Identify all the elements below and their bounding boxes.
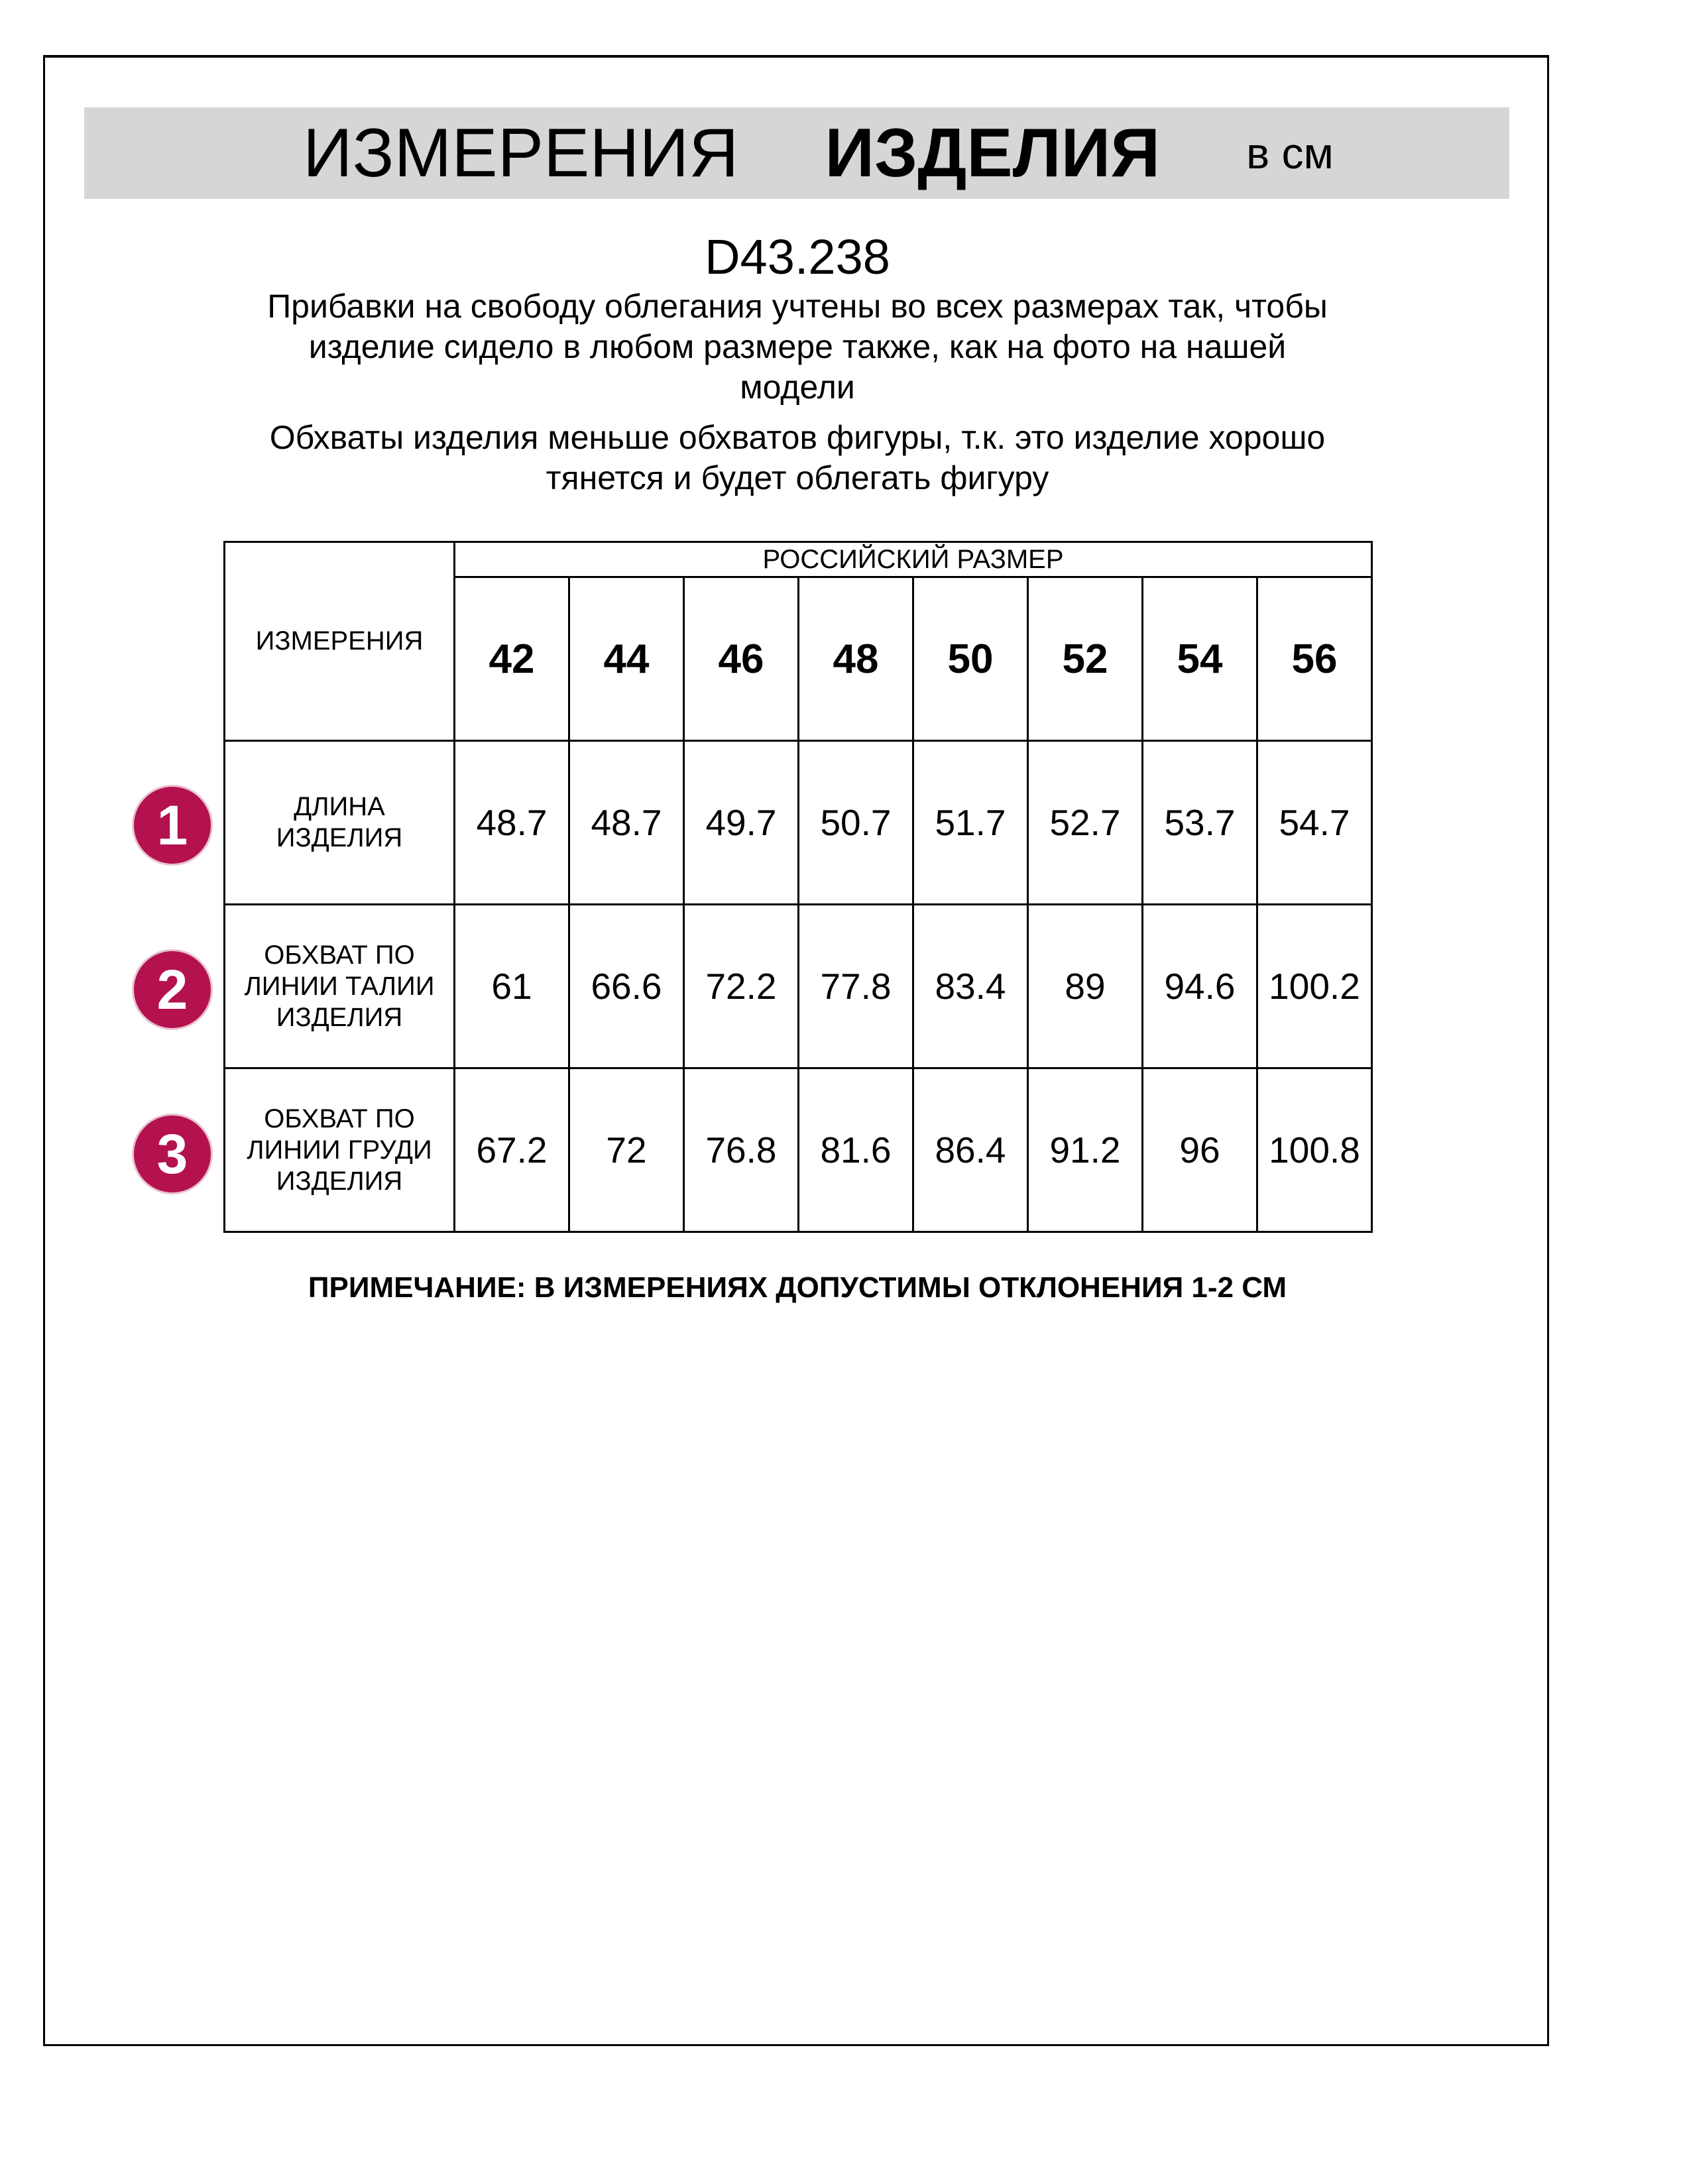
note-line: Прибавки на свободу облегания учтены во … (267, 288, 1328, 325)
value-cell: 96 (1141, 1067, 1258, 1233)
row-label-line: ЛИНИИ ТАЛИИ (244, 971, 435, 1001)
value-cell: 89 (1027, 903, 1143, 1069)
value-cell: 81.6 (797, 1067, 914, 1233)
title-part2: ИЗДЕЛИЯ (825, 114, 1161, 192)
size-54: 54 (1141, 576, 1258, 742)
article-number: D43.238 (705, 229, 890, 284)
value-cell: 72.2 (683, 903, 799, 1069)
row-label-line: ИЗДЕЛИЯ (276, 823, 403, 852)
value-cell: 91.2 (1027, 1067, 1143, 1233)
value-cell: 51.7 (912, 740, 1029, 905)
value-cell: 100.8 (1256, 1067, 1373, 1233)
page-frame (43, 55, 1549, 2046)
value-cell: 72 (568, 1067, 685, 1233)
table-row: ОБХВАТ ПО ЛИНИИ ГРУДИ ИЗДЕЛИЯ 67.2 72 76.8 81.… (223, 1067, 1373, 1233)
value-cell: 100.2 (1256, 903, 1373, 1069)
value-cell: 83.4 (912, 903, 1029, 1069)
size-56: 56 (1256, 576, 1373, 742)
size-48: 48 (797, 576, 914, 742)
measure-header: ИЗМЕРЕНИЯ (223, 541, 455, 742)
row-number-badge: 2 (134, 951, 211, 1028)
value-cell: 66.6 (568, 903, 685, 1069)
table-row: ОБХВАТ ПО ЛИНИИ ТАЛИИ ИЗДЕЛИЯ 61 66.6 72.2 77.… (223, 903, 1373, 1069)
title-band (84, 107, 1509, 199)
size-header: РОССИЙСКИЙ РАЗМЕР (453, 541, 1373, 578)
row-label-line: ИЗДЕЛИЯ (276, 1002, 403, 1032)
note-line: изделие сидело в любом размере также, ка… (308, 328, 1287, 365)
row-number-badge: 3 (134, 1116, 211, 1192)
size-42: 42 (453, 576, 570, 742)
table-row: ДЛИНА ИЗДЕЛИЯ 48.7 48.7 49.7 50.7 51.7 52.7 53.7… (223, 740, 1373, 905)
value-cell: 48.7 (453, 740, 570, 905)
note-paragraph-2: Обхваты изделия меньше обхватов фигуры, … (199, 418, 1396, 498)
row-label-line: ЛИНИИ ГРУДИ (247, 1135, 432, 1165)
note-line: тянется и будет облегать фигуру (546, 459, 1049, 496)
size-52: 52 (1027, 576, 1143, 742)
value-cell: 49.7 (683, 740, 799, 905)
value-cell: 67.2 (453, 1067, 570, 1233)
value-cell: 94.6 (1141, 903, 1258, 1069)
row-label: ОБХВАТ ПО ЛИНИИ ГРУДИ ИЗДЕЛИЯ (223, 1067, 455, 1233)
row-number-badge: 1 (134, 787, 211, 864)
value-cell: 61 (453, 903, 570, 1069)
row-label-line: ДЛИНА (294, 792, 385, 821)
title-unit: в см (1246, 129, 1334, 178)
size-46: 46 (683, 576, 799, 742)
value-cell: 86.4 (912, 1067, 1029, 1233)
note-paragraph-1: Прибавки на свободу облегания учтены во … (199, 286, 1396, 408)
row-label-line: ОБХВАТ ПО (264, 1104, 415, 1133)
note-line: модели (740, 369, 855, 406)
size-50: 50 (912, 576, 1029, 742)
value-cell: 52.7 (1027, 740, 1143, 905)
size-44: 44 (568, 576, 685, 742)
row-label: ОБХВАТ ПО ЛИНИИ ТАЛИИ ИЗДЕЛИЯ (223, 903, 455, 1069)
page-title: ИЗМЕРЕНИЯ ИЗДЕЛИЯ в см (0, 107, 1683, 199)
value-cell: 48.7 (568, 740, 685, 905)
value-cell: 77.8 (797, 903, 914, 1069)
value-cell: 53.7 (1141, 740, 1258, 905)
title-part1: ИЗМЕРЕНИЯ (303, 114, 739, 192)
row-label: ДЛИНА ИЗДЕЛИЯ (223, 740, 455, 905)
row-label-line: ИЗДЕЛИЯ (276, 1166, 403, 1196)
note-line: Обхваты изделия меньше обхватов фигуры, … (269, 419, 1326, 456)
value-cell: 76.8 (683, 1067, 799, 1233)
value-cell: 54.7 (1256, 740, 1373, 905)
value-cell: 50.7 (797, 740, 914, 905)
row-label-line: ОБХВАТ ПО (264, 940, 415, 970)
footnote: ПРИМЕЧАНИЕ: В ИЗМЕРЕНИЯХ ДОПУСТИМЫ ОТКЛО… (308, 1271, 1287, 1304)
size-table: ИЗМЕРЕНИЯ РОССИЙСКИЙ РАЗМЕР 42 44 46 48 50 52… (223, 541, 1373, 1233)
